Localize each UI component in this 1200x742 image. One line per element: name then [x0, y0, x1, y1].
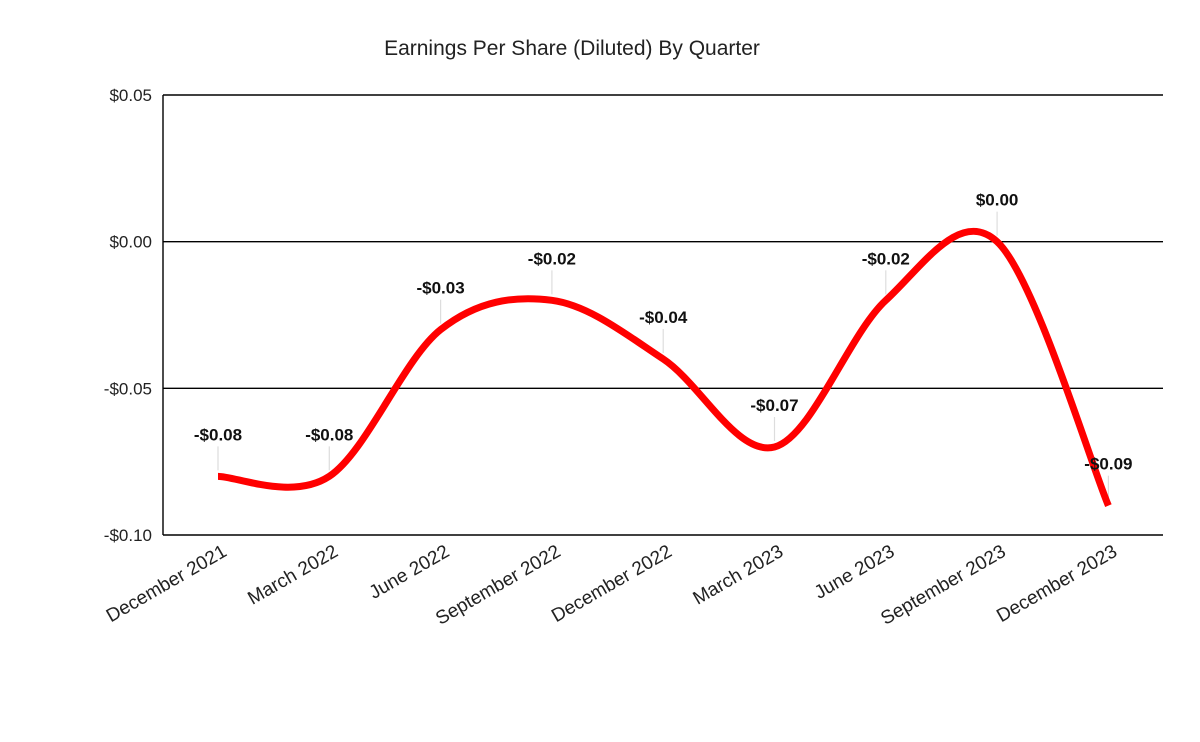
data-label: -$0.07	[750, 396, 798, 415]
data-label: -$0.03	[416, 279, 464, 298]
y-tick-label: $0.05	[109, 86, 152, 105]
data-label: -$0.02	[862, 249, 910, 268]
x-tick-label: December 2023	[993, 541, 1121, 627]
data-label-leaders	[217, 211, 1110, 500]
series-layer	[217, 227, 1112, 508]
chart-title: Earnings Per Share (Diluted) By Quarter	[384, 37, 760, 60]
data-label: -$0.02	[528, 249, 576, 268]
y-tick-label: -$0.05	[104, 379, 152, 398]
y-tick-label: $0.00	[109, 233, 152, 252]
data-label: -$0.08	[194, 425, 242, 444]
x-tick-label: December 2021	[103, 541, 231, 627]
x-axis-ticks: December 2021 March 2022 June 2022Septembe…	[103, 541, 1121, 629]
series-line	[217, 227, 1112, 508]
x-tick-label: March 2022	[244, 541, 341, 609]
x-tick-label: September 2023	[877, 541, 1009, 629]
data-labels: -$0.08 -$0.08 -$0.03 -$0.02 -$0.04 -$0.07 -$0.…	[194, 191, 1133, 474]
x-tick-label: September 2022	[432, 541, 564, 629]
data-label: $0.00	[976, 191, 1019, 210]
data-label: -$0.08	[305, 425, 353, 444]
x-tick-label: June 2022	[366, 541, 453, 604]
y-axis-ticks: $0.05 $0.00 -$0.05 -$0.10	[104, 86, 152, 545]
x-tick-label: June 2023	[811, 541, 898, 604]
y-tick-label: -$0.10	[104, 526, 152, 545]
data-label: -$0.09	[1084, 455, 1132, 474]
x-tick-label: March 2023	[690, 541, 787, 609]
data-label: -$0.04	[639, 308, 688, 327]
x-tick-label: December 2022	[548, 541, 676, 627]
